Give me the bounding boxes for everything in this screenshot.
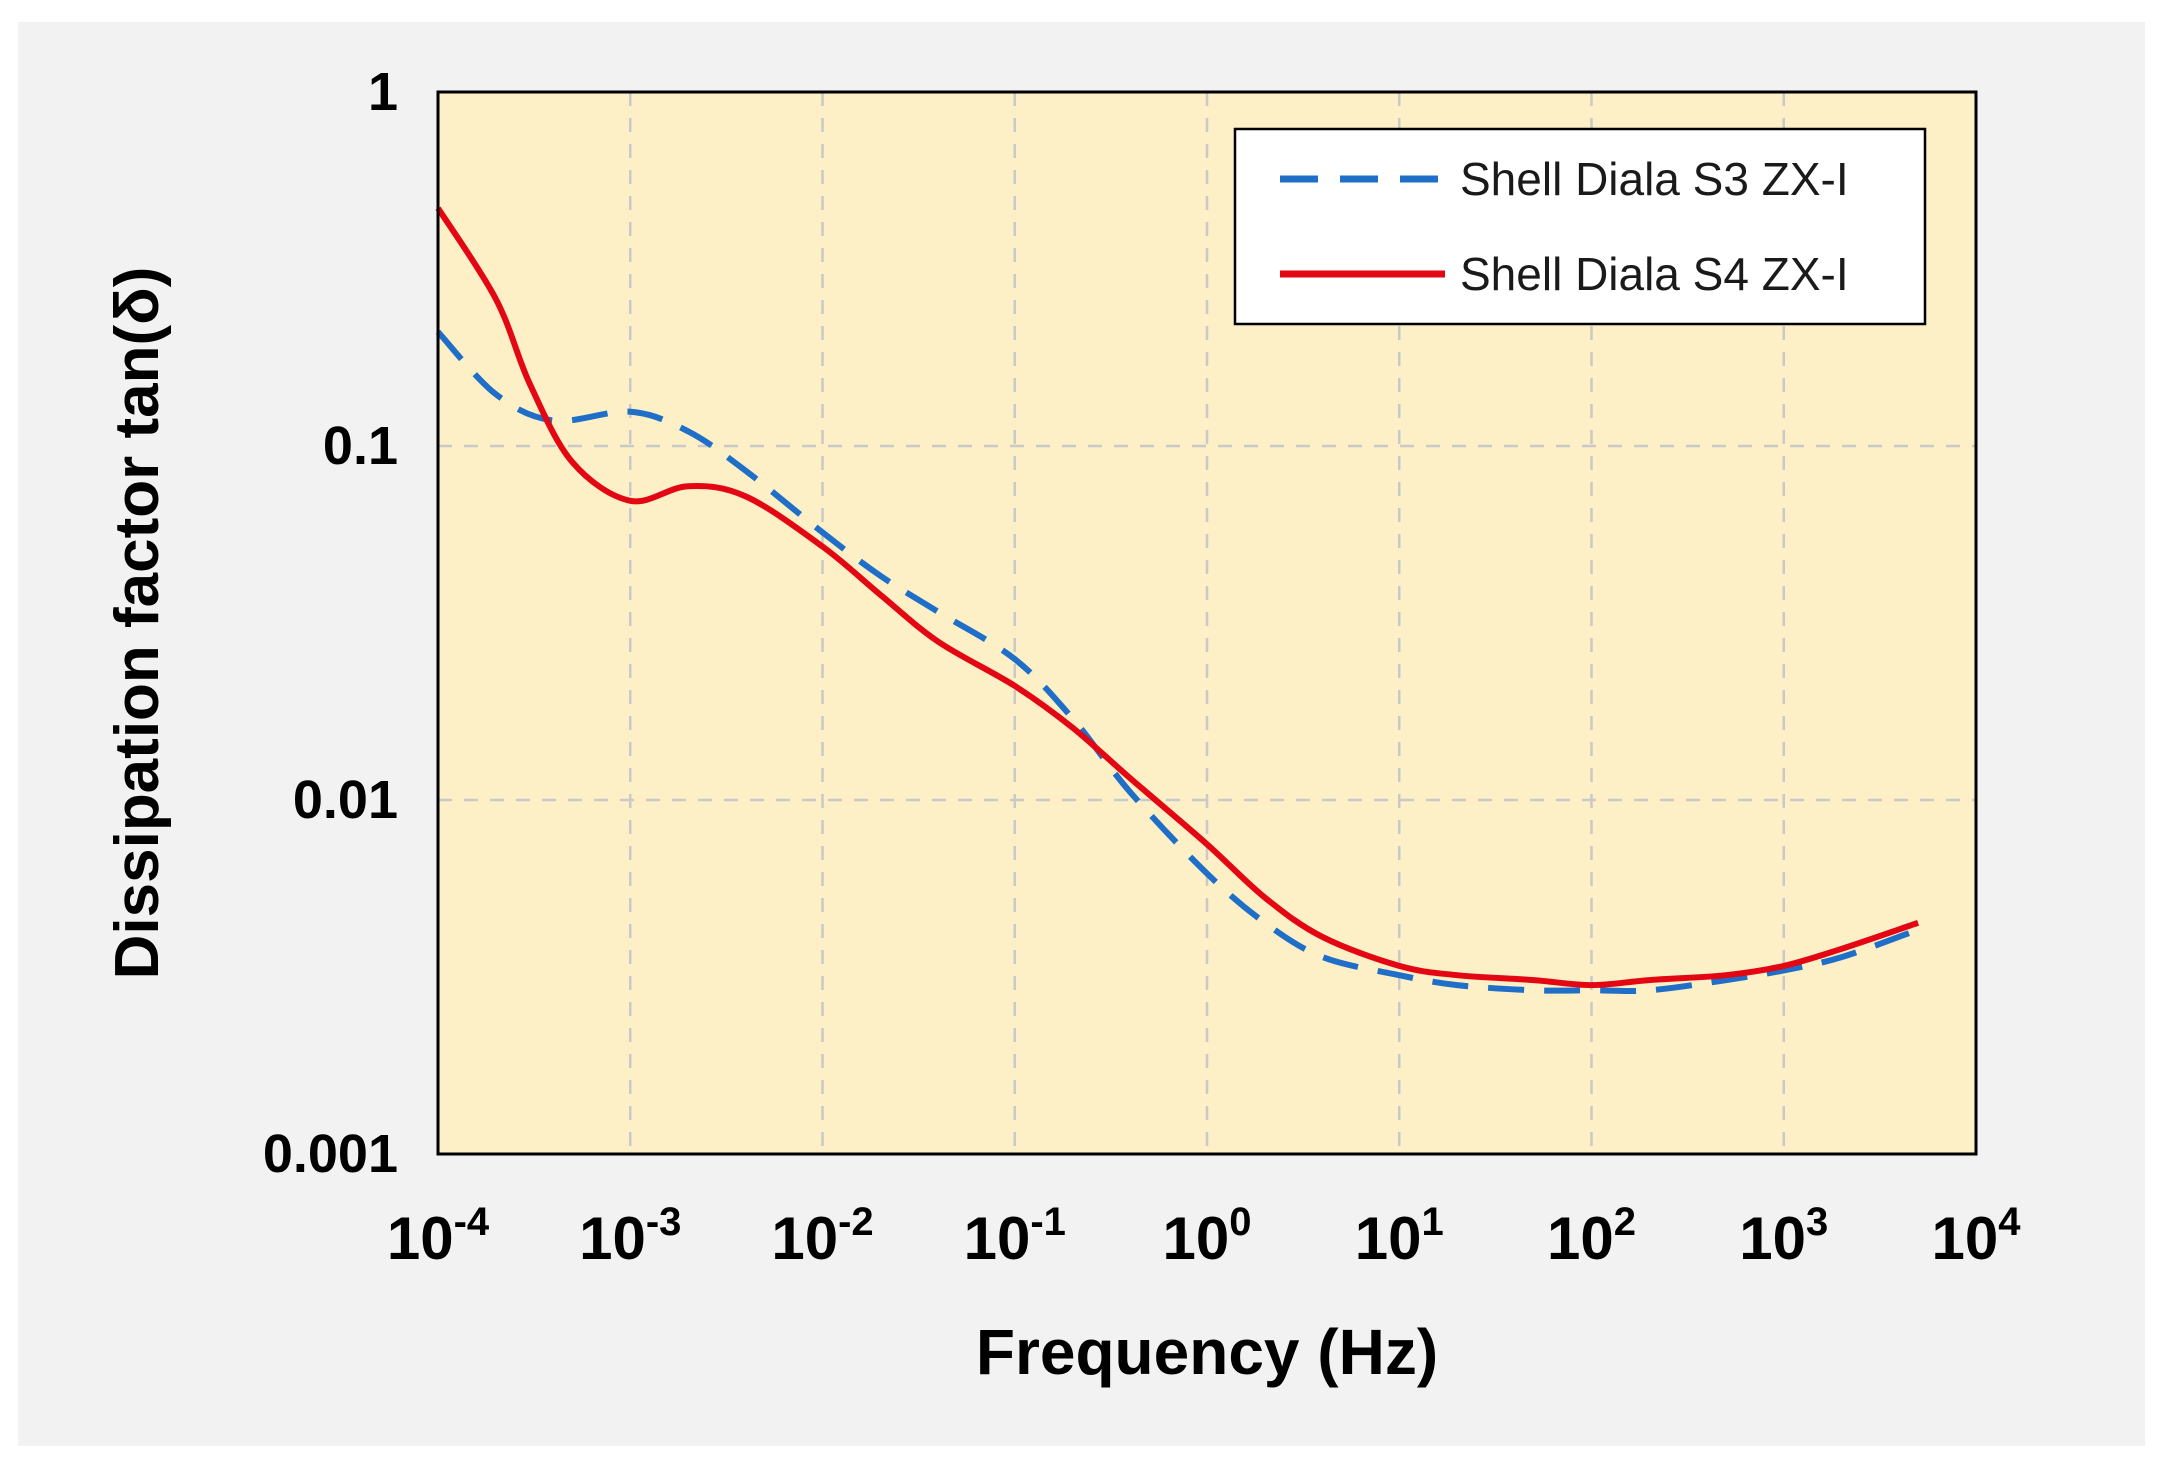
legend-label-s4: Shell Diala S4 ZX-I — [1460, 248, 1849, 300]
y-tick-label: 0.01 — [293, 770, 398, 830]
y-tick-label: 1 — [368, 62, 398, 122]
legend: Shell Diala S3 ZX-I Shell Diala S4 ZX-I — [1233, 127, 1927, 326]
x-tick-label: 103 — [1739, 1200, 1828, 1272]
series-line-s4-zx-i — [435, 206, 1920, 989]
y-tick-labels: 0.001 0.01 0.1 1 — [263, 62, 398, 1184]
figure-frame: 0.001 0.01 0.1 1 10-4 10-3 10-2 10-1 100 101 102 1… — [18, 22, 2145, 1446]
y-tick-label: 0.1 — [323, 416, 398, 476]
x-tick-label: 104 — [1932, 1200, 2022, 1272]
plot-border — [436, 90, 1978, 1156]
x-tick-labels: 10-4 10-3 10-2 10-1 100 101 102 103 104 — [387, 1200, 2021, 1272]
x-tick-label: 10-1 — [964, 1200, 1066, 1272]
x-tick-label: 10-4 — [387, 1200, 490, 1272]
y-axis-title: Dissipation factor tan(δ) — [103, 267, 172, 980]
x-tick-label: 101 — [1355, 1200, 1444, 1272]
legend-label-s3: Shell Diala S3 ZX-I — [1460, 153, 1849, 205]
x-tick-label: 10-3 — [579, 1200, 681, 1272]
x-tick-label: 100 — [1163, 1200, 1252, 1272]
series-line-s3-zx-i — [435, 329, 1920, 995]
x-tick-label: 102 — [1547, 1200, 1636, 1272]
series-layer — [435, 206, 1920, 995]
y-tick-label: 0.001 — [263, 1124, 398, 1184]
x-tick-label: 10-2 — [771, 1200, 873, 1272]
legend-box — [1233, 127, 1927, 326]
x-axis-title: Frequency (Hz) — [976, 1316, 1438, 1388]
